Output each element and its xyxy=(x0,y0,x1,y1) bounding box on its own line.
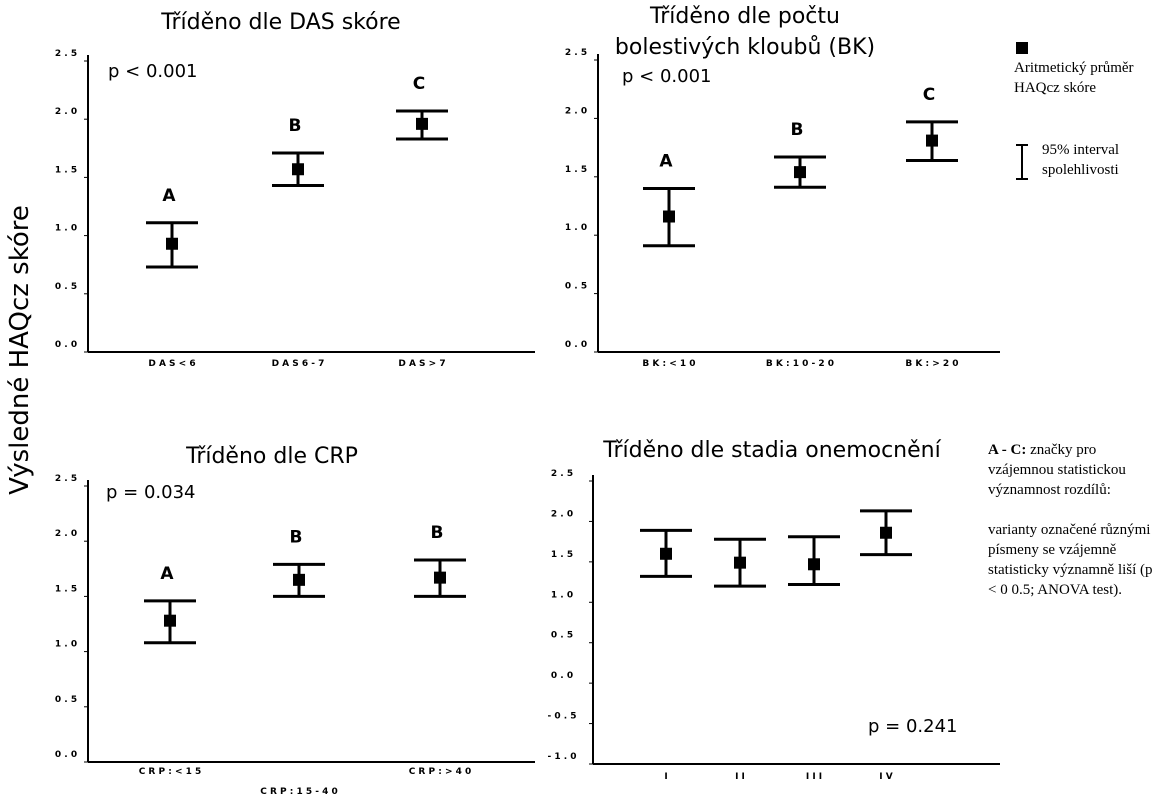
note-bold: A - C: xyxy=(988,442,1027,458)
panel-title: Tříděno dle stadia onemocnění xyxy=(602,438,941,463)
x-tick-label: B K : > 2 0 xyxy=(905,359,958,369)
x-tick-label: I I xyxy=(735,772,745,782)
x-tick-label: D A S 6 - 7 xyxy=(272,359,325,369)
y-tick-label: 0 . 5 xyxy=(55,282,77,292)
y-tick-label: 2 . 0 xyxy=(55,529,77,539)
mean-marker xyxy=(416,117,428,130)
mean-marker xyxy=(808,558,820,571)
y-tick-label: 1 . 0 xyxy=(55,224,77,234)
note-text1: značky pro vzájemnou statistickou význam… xyxy=(988,442,1126,498)
legend-mean-label: Aritmetický průměr HAQcz skóre xyxy=(1014,60,1134,96)
x-tick-label: C R P : < 1 5 xyxy=(139,767,202,777)
mean-marker xyxy=(293,573,305,586)
significance-letter: A xyxy=(160,564,174,584)
x-tick-label: I I I xyxy=(806,772,822,782)
note-text2: varianty označené různými písmeny se vzá… xyxy=(988,522,1153,598)
p-value: p < 0.001 xyxy=(108,61,197,82)
mean-marker xyxy=(880,526,892,539)
mean-marker xyxy=(663,210,675,223)
y-tick-label: 2 . 5 xyxy=(565,48,587,58)
panel-title: Tříděno dle DAS skóre xyxy=(160,10,400,35)
y-tick-label: 2 . 5 xyxy=(551,469,573,479)
mean-marker xyxy=(434,571,446,584)
x-tick-label: I xyxy=(664,772,667,782)
panel-title-line: Tříděno dle počtu xyxy=(649,4,840,29)
significance-letter: B xyxy=(791,120,804,140)
x-tick-label: D A S < 6 xyxy=(148,359,195,369)
y-tick-label: 1 . 0 xyxy=(565,223,587,233)
y-tick-label: 2 . 5 xyxy=(55,49,77,59)
significance-letter: A xyxy=(659,151,673,171)
ci-bar-icon xyxy=(1016,144,1028,180)
mean-marker xyxy=(660,547,672,560)
significance-letter: C xyxy=(413,74,425,94)
panel-title: Tříděno dle CRP xyxy=(185,444,358,469)
x-tick-label: B K : 1 0 - 2 0 xyxy=(766,359,834,369)
p-value: p < 0.001 xyxy=(622,66,711,87)
significance-letter: B xyxy=(290,527,303,547)
y-tick-label: 0 . 0 xyxy=(55,750,77,760)
significance-letter: B xyxy=(289,116,302,136)
mean-marker xyxy=(292,163,304,176)
y-tick-label: - 1 . 0 xyxy=(547,752,576,762)
y-tick-label: 1 . 5 xyxy=(565,165,587,175)
y-tick-label: 1 . 5 xyxy=(551,550,573,560)
mean-marker xyxy=(164,614,176,627)
y-tick-label: 2 . 0 xyxy=(55,107,77,117)
significance-letter: A xyxy=(162,186,176,206)
legend-ci-label: 95% interval spolehlivosti xyxy=(1042,142,1120,178)
x-tick-label: C R P : > 4 0 xyxy=(409,767,472,777)
y-tick-label: 0 . 0 xyxy=(551,671,573,681)
y-tick-label: 2 . 0 xyxy=(565,106,587,116)
y-axis-title: Výsledné HAQcz skóre xyxy=(5,205,35,495)
p-value: p = 0.241 xyxy=(868,716,957,737)
y-tick-label: 1 . 0 xyxy=(55,640,77,650)
x-tick-label: C R P : 1 5 - 4 0 xyxy=(260,787,338,797)
x-tick-label: I V xyxy=(879,772,892,782)
y-tick-label: 0 . 5 xyxy=(55,695,77,705)
mean-marker xyxy=(794,166,806,179)
mean-marker-icon xyxy=(1016,42,1028,54)
panel-title-line: bolestivých kloubů (BK) xyxy=(615,35,875,60)
y-tick-label: 0 . 0 xyxy=(565,340,587,350)
y-tick-label: 0 . 5 xyxy=(551,631,573,641)
y-tick-label: 2 . 0 xyxy=(551,509,573,519)
legend: Aritmetický průměr HAQcz skóre 95% inter… xyxy=(1014,40,1154,180)
y-tick-label: 1 . 0 xyxy=(551,590,573,600)
mean-marker xyxy=(926,134,938,147)
y-tick-label: 0 . 5 xyxy=(565,282,587,292)
y-tick-label: 2 . 5 xyxy=(55,474,77,484)
mean-marker xyxy=(734,556,746,569)
x-tick-label: B K : < 1 0 xyxy=(642,359,695,369)
significance-letter: B xyxy=(431,523,444,543)
y-tick-label: 0 . 0 xyxy=(55,340,77,350)
x-tick-label: D A S > 7 xyxy=(398,359,445,369)
y-tick-label: 1 . 5 xyxy=(55,584,77,594)
y-tick-label: 1 . 5 xyxy=(55,165,77,175)
p-value: p = 0.034 xyxy=(106,482,195,503)
mean-marker xyxy=(166,237,178,250)
y-tick-label: - 0 . 5 xyxy=(547,712,576,722)
legend-ci-row: 95% interval spolehlivosti xyxy=(1014,140,1154,180)
significance-note: A - C: značky pro vzájemnou statistickou… xyxy=(988,440,1158,600)
significance-letter: C xyxy=(923,85,935,105)
